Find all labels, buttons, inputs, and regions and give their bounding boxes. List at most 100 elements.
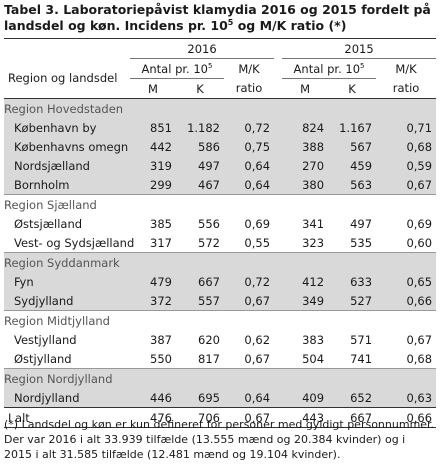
region-header-row: Region Nordjylland (4, 368, 437, 388)
table-row: Vest- og Sydsjælland 317 572 0,55 323 535 0,60 (4, 233, 436, 253)
m-header-2016: M (148, 81, 158, 96)
cell-k16: 667 (176, 272, 224, 291)
antal-header-2015: Antal pr. 105 (282, 58, 377, 79)
cell-m16: 319 (130, 156, 176, 175)
cell-m15: 504 (302, 351, 325, 366)
region-column-header: Region og landsdel (8, 71, 118, 86)
cell-m15: 270 (282, 156, 329, 175)
cell-r16: 0,72 (224, 272, 275, 291)
cell-k15: 535 (350, 235, 373, 250)
region-header-row: Region Syddanmark (4, 252, 437, 272)
landsdel-name: Nordsjælland (4, 156, 130, 175)
landsdel-name: København by (4, 118, 130, 137)
cell-r15: 0,67 (376, 175, 437, 195)
table-row: Sydjylland 372 557 0,67 349 527 0,66 (4, 291, 437, 311)
landsdel-name: Københavns omegn (4, 137, 130, 156)
table-row: København by 851 1.182 0,72 824 1.167 0,71 (4, 118, 437, 137)
cell-r15: 0,68 (376, 137, 437, 156)
cell-k15: 527 (328, 291, 377, 311)
table-title: Tabel 3. Laboratoriepåvist klamydia 2016… (4, 2, 431, 33)
landsdel-name: Bornholm (4, 175, 130, 195)
cell-m15: 409 (282, 388, 329, 408)
cell-r16: 0,55 (244, 235, 271, 250)
region-header-row: Region Hovedstaden (4, 98, 437, 118)
table-row: Østjylland 550 817 0,67 504 741 0,68 (4, 349, 436, 369)
cell-k15: 567 (328, 137, 377, 156)
cell-k16: 557 (176, 291, 224, 311)
column-gap (274, 291, 283, 311)
cell-r16: 0,64 (224, 156, 275, 175)
landsdel-name: Fyn (4, 272, 130, 291)
cell-r15: 0,65 (376, 272, 437, 291)
cell-r16: 0,69 (244, 216, 271, 231)
antal-header-2016: Antal pr. 105 (130, 58, 224, 79)
cell-r15: 0,60 (406, 235, 433, 250)
cell-m16: 299 (130, 175, 176, 195)
total-label: I alt (4, 407, 130, 428)
landsdel-name: Vestjylland (14, 332, 77, 347)
region-header-row: Region Midtjylland (4, 310, 437, 330)
column-gap (274, 349, 282, 369)
cell-k16: 1.182 (176, 118, 224, 137)
total-m16: 476 (130, 407, 176, 428)
cell-m16: 317 (150, 235, 172, 250)
cell-k16: 620 (198, 332, 220, 347)
mk-header-2016-line2: ratio (235, 81, 263, 96)
year-2016-header: 2016 (130, 38, 275, 59)
header-year-row: 2016 2015 (4, 38, 437, 59)
total-k15: 667 (328, 407, 377, 428)
cell-r16: 0,62 (244, 332, 271, 347)
cell-m15: 412 (282, 272, 329, 291)
cell-r16: 0,67 (244, 351, 271, 366)
region-header-row: Region Sjælland (4, 194, 437, 214)
table-row: Nordsjælland 319 497 0,64 270 459 0,59 (4, 156, 437, 175)
cell-k15: 459 (328, 156, 377, 175)
cell-k16: 572 (198, 235, 220, 250)
total-r16: 0,67 (224, 407, 275, 428)
cell-k15: 741 (350, 351, 373, 366)
cell-r15: 0,66 (376, 291, 437, 311)
table-row: Østsjælland 385 556 0,69 341 497 0,69 (4, 214, 436, 233)
cell-k16: 695 (176, 388, 224, 408)
table-row: Nordjylland 446 695 0,64 409 652 0,63 (4, 388, 437, 408)
cell-k15: 571 (350, 332, 373, 347)
cell-m15: 323 (302, 235, 325, 250)
landsdel-name: Sydjylland (4, 291, 130, 311)
table-row: Bornholm 299 467 0,64 380 563 0,67 (4, 175, 437, 195)
cell-r16: 0,75 (224, 137, 275, 156)
cell-r16: 0,72 (224, 118, 275, 137)
incidence-table: 2016 2015 Region og landsdel Antal pr. 1… (4, 38, 437, 428)
region-name: Region Midtjylland (4, 310, 437, 330)
footnote: (*) Landsdel og køn er kun defineret for… (4, 418, 435, 461)
column-gap (274, 214, 282, 233)
cell-k16: 497 (176, 156, 224, 175)
cell-k15: 633 (328, 272, 377, 291)
cell-m15: 383 (302, 332, 325, 347)
cell-r15: 0,63 (376, 388, 437, 408)
cell-r16: 0,64 (224, 175, 275, 195)
cell-m16: 851 (130, 118, 176, 137)
k-header-2015: K (348, 81, 356, 96)
region-name: Region Sjælland (4, 194, 437, 214)
mk-header-2015-line1: M/K (395, 61, 417, 76)
column-gap (274, 156, 283, 175)
column-gap (274, 388, 283, 408)
m-header-2015: M (300, 81, 310, 96)
column-gap (274, 407, 283, 428)
cell-k15: 652 (328, 388, 377, 408)
cell-r15: 0,59 (376, 156, 437, 175)
column-gap (274, 118, 283, 137)
year-2015-header: 2015 (282, 38, 437, 59)
cell-k16: 556 (198, 216, 220, 231)
landsdel-name: Nordjylland (4, 388, 130, 408)
header-antal-row: Region og landsdel Antal pr. 105 M/K Ant… (4, 58, 436, 85)
cell-m16: 442 (130, 137, 176, 156)
cell-k15: 497 (350, 216, 373, 231)
region-name: Region Syddanmark (4, 252, 437, 272)
cell-k15: 1.167 (328, 118, 377, 137)
column-gap (274, 272, 283, 291)
cell-r15: 0,71 (376, 118, 437, 137)
cell-r16: 0,67 (224, 291, 275, 311)
total-m15: 443 (282, 407, 329, 428)
